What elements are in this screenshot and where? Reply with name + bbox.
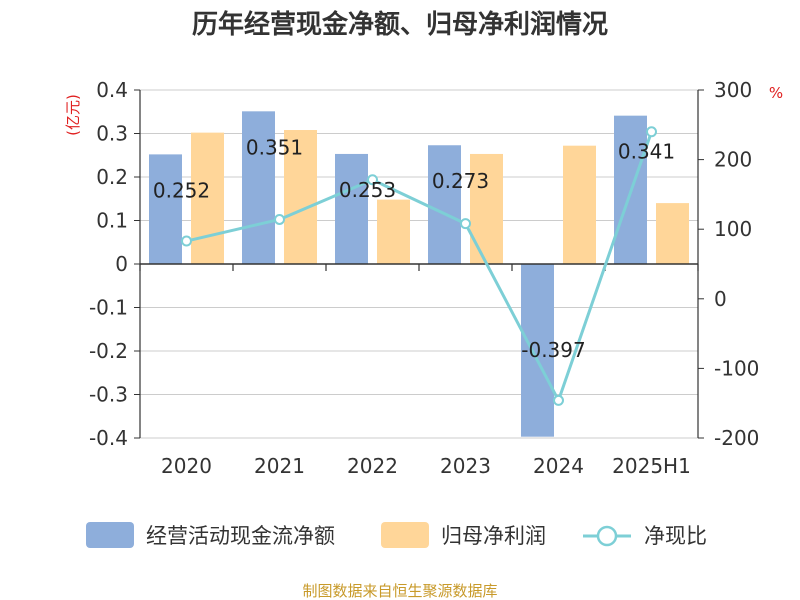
legend-label-operating-cash-flow: 经营活动现金流净额	[146, 524, 335, 548]
ratio-point	[460, 218, 471, 230]
x-axis-label: 2020	[161, 454, 212, 478]
legend-item-net-profit[interactable]: 归母净利润	[381, 522, 546, 548]
legend-swatch-ratio-marker	[596, 525, 618, 547]
bar-operating-cash-flow	[428, 145, 461, 264]
right-tick-label: 100	[714, 217, 752, 241]
data-label-operating-cash-flow: 0.351	[246, 135, 303, 159]
left-tick-label: -0.2	[89, 339, 128, 363]
left-tick-label: -0.1	[89, 296, 128, 320]
bar-net-profit	[563, 145, 596, 264]
bar-net-profit	[377, 199, 410, 264]
ratio-line-path	[186, 131, 653, 402]
left-tick-label: -0.3	[89, 383, 128, 407]
data-label-operating-cash-flow: -0.397	[521, 338, 585, 362]
legend-label-ratio: 净现比	[644, 524, 707, 548]
right-axis-unit: %	[769, 84, 783, 102]
legend-item-operating-cash-flow[interactable]: 经营活动现金流净额	[86, 522, 335, 548]
bar-net-profit	[656, 203, 689, 264]
ratio-line	[181, 126, 657, 406]
bar-net-profit	[284, 130, 317, 264]
legend-label-net-profit: 归母净利润	[441, 524, 546, 548]
legend-item-ratio[interactable]: 净现比	[583, 524, 707, 548]
right-tick-label: 200	[714, 148, 752, 172]
ratio-point	[274, 213, 285, 225]
bar-net-profit	[191, 132, 224, 264]
right-tick-label: 300	[714, 78, 752, 102]
bars	[149, 111, 689, 437]
legend-swatch-operating-cash-flow	[86, 522, 134, 548]
legend-swatch-net-profit	[381, 522, 429, 548]
x-axis-label: 2024	[533, 454, 584, 478]
data-label-operating-cash-flow: 0.341	[618, 140, 675, 164]
x-axis-label: 2022	[347, 454, 398, 478]
left-tick-label: -0.4	[89, 426, 128, 450]
data-labels: 0.252 0.351 0.253 0.273 -0.397 0.341	[153, 135, 675, 362]
chart-title: 历年经营现金净额、归母净利润情况	[192, 9, 608, 40]
left-tick-label: 0.4	[96, 78, 128, 102]
ratio-point	[646, 126, 657, 138]
bar-operating-cash-flow	[335, 153, 368, 264]
right-tick-label: -200	[714, 426, 759, 450]
left-axis-ticks: 0.4 0.3 0.2 0.1 0 -0.1 -0.2 -0.3 -0.4	[89, 78, 140, 450]
data-label-operating-cash-flow: 0.273	[432, 169, 489, 193]
left-tick-label: 0	[115, 252, 128, 276]
left-tick-label: 0.3	[96, 122, 128, 146]
left-tick-label: 0.1	[96, 209, 128, 233]
data-label-operating-cash-flow: 0.252	[153, 178, 210, 202]
left-tick-label: 0.2	[96, 165, 128, 189]
ratio-point	[367, 174, 378, 186]
right-axis-ticks: 300 200 100 0 -100 -200	[698, 78, 759, 450]
x-axis-labels: 2020 2021 2022 2023 2024 2025H1	[161, 454, 691, 478]
data-label-operating-cash-flow: 0.253	[339, 178, 396, 202]
left-axis-unit: (亿元)	[64, 94, 82, 136]
x-axis-label: 2025H1	[612, 454, 691, 478]
x-axis-label: 2021	[254, 454, 305, 478]
bar-operating-cash-flow	[149, 154, 182, 264]
source-note: 制图数据来自恒生聚源数据库	[302, 582, 497, 600]
x-axis-label: 2023	[440, 454, 491, 478]
ratio-point	[181, 235, 192, 247]
ratio-point	[553, 394, 564, 406]
legend: 经营活动现金流净额 归母净利润 净现比	[86, 522, 707, 548]
right-tick-label: -100	[714, 356, 759, 380]
right-tick-label: 0	[714, 287, 727, 311]
bar-operating-cash-flow	[521, 264, 554, 437]
bar-operating-cash-flow	[242, 111, 275, 264]
